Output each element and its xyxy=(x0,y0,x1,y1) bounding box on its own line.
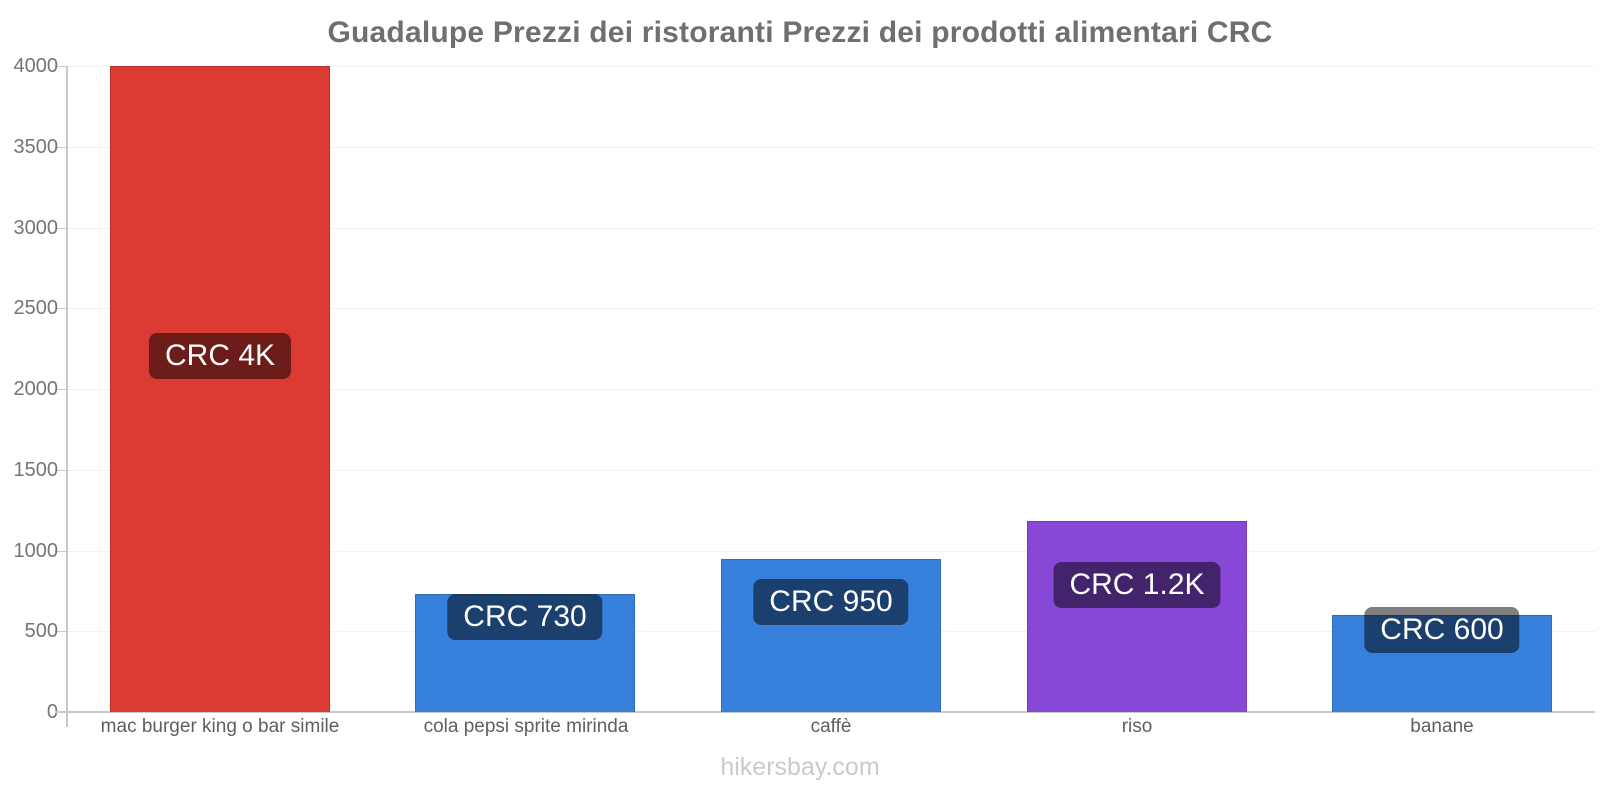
y-axis-label-3000: 3000 xyxy=(13,217,59,239)
y-axis-tick-4000 xyxy=(55,66,67,67)
gridline-1000 xyxy=(67,551,1595,552)
bar-value-label-mac-burger-king-o-bar-simile: CRC 4K xyxy=(148,333,292,379)
gridline-2000 xyxy=(67,389,1595,390)
x-axis-label-caff: caffè xyxy=(810,716,852,737)
bar-riso[interactable] xyxy=(1027,521,1247,712)
bar-value-label-cola-pepsi-sprite-mirinda: CRC 730 xyxy=(447,594,603,640)
gridline-3500 xyxy=(67,147,1595,148)
y-axis-tick-3500 xyxy=(55,147,67,148)
x-axis-baseline xyxy=(55,711,1595,713)
y-axis-tick-1000 xyxy=(55,551,67,552)
x-axis-label-banane: banane xyxy=(1410,716,1474,737)
y-axis-label-0: 0 xyxy=(46,701,58,723)
y-axis-tick-2000 xyxy=(55,389,67,390)
y-axis-tick-1500 xyxy=(55,470,67,471)
y-axis-label-1000: 1000 xyxy=(13,540,59,562)
gridline-4000 xyxy=(67,66,1595,67)
chart-title: Guadalupe Prezzi dei ristoranti Prezzi d… xyxy=(327,16,1273,49)
y-axis-label-2000: 2000 xyxy=(13,378,59,400)
footer-watermark: hikersbay.com xyxy=(720,753,880,781)
y-axis-line xyxy=(66,66,68,727)
y-axis-label-3500: 3500 xyxy=(13,136,59,158)
x-axis-label-mac-burger-king-o-bar-simile: mac burger king o bar simile xyxy=(100,716,340,737)
bar-value-label-caff: CRC 950 xyxy=(753,579,909,625)
gridline-2500 xyxy=(67,308,1595,309)
y-axis-label-2500: 2500 xyxy=(13,297,59,319)
y-axis-label-4000: 4000 xyxy=(13,55,59,77)
gridline-3000 xyxy=(67,228,1595,229)
bar-value-label-banane: CRC 600 xyxy=(1364,607,1520,653)
y-axis-label-1500: 1500 xyxy=(13,459,59,481)
gridline-1500 xyxy=(67,470,1595,471)
x-axis-label-riso: riso xyxy=(1121,716,1153,737)
bar-mac-burger-king-o-bar-simile[interactable] xyxy=(110,66,330,712)
y-axis-tick-3000 xyxy=(55,228,67,229)
y-axis-label-500: 500 xyxy=(24,620,58,642)
x-axis-label-cola-pepsi-sprite-mirinda: cola pepsi sprite mirinda xyxy=(423,716,629,737)
y-axis-tick-500 xyxy=(55,631,67,632)
y-axis-tick-2500 xyxy=(55,308,67,309)
bar-value-label-riso: CRC 1.2K xyxy=(1053,562,1221,608)
